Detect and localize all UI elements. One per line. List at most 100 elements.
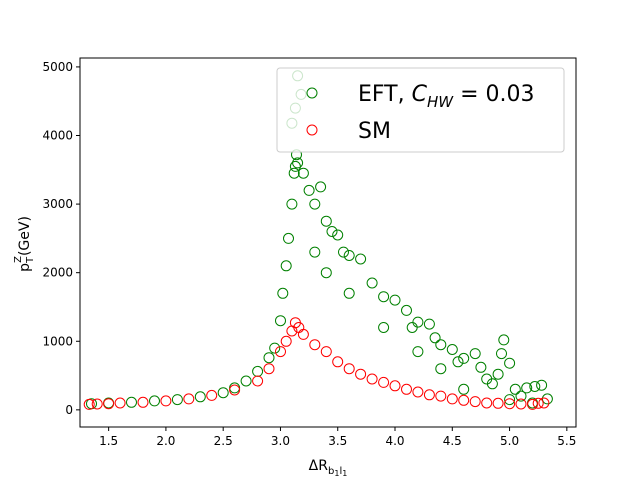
- eft-point: [343, 287, 355, 299]
- sm-point: [446, 393, 458, 405]
- sm-point: [252, 375, 264, 387]
- x-tick-label: 4.5: [443, 434, 462, 448]
- eft-point: [343, 250, 355, 261]
- sm-point: [366, 373, 378, 385]
- eft-point: [289, 160, 301, 172]
- sm-point: [206, 389, 218, 401]
- eft-point: [458, 383, 470, 395]
- eft-point: [288, 167, 300, 179]
- y-tick-label: 3000: [42, 197, 73, 211]
- eft-point: [521, 382, 533, 394]
- sm-point: [280, 335, 292, 347]
- sm-point: [492, 397, 504, 409]
- eft-point: [475, 361, 487, 373]
- y-tick-label: 2000: [42, 266, 73, 280]
- x-tick-label: 2.0: [156, 434, 175, 448]
- eft-point: [149, 395, 160, 407]
- sm-point: [435, 390, 447, 402]
- eft-point: [292, 157, 304, 169]
- eft-point: [315, 181, 327, 193]
- sm-point: [103, 398, 115, 410]
- eft-point: [240, 375, 252, 387]
- eft-point: [171, 394, 183, 406]
- legend-marker-sm: [306, 124, 318, 136]
- x-tick-label: 2.5: [214, 434, 233, 448]
- eft-point: [435, 363, 447, 375]
- eft-point: [309, 198, 321, 210]
- eft-point: [469, 348, 481, 360]
- sm-point: [458, 394, 470, 406]
- eft-point: [326, 226, 338, 237]
- eft-point: [492, 368, 504, 380]
- eft-point: [263, 352, 275, 364]
- plot-frame: [79, 57, 577, 428]
- eft-point: [486, 378, 498, 390]
- sm-point: [160, 395, 172, 407]
- sm-point: [183, 393, 195, 405]
- sm-point: [401, 383, 412, 395]
- eft-point: [283, 232, 294, 244]
- eft-point: [401, 304, 412, 316]
- sm-point: [275, 346, 286, 358]
- eft-point: [458, 352, 470, 364]
- eft-point: [452, 356, 464, 368]
- data-points-layer: [83, 70, 553, 410]
- y-tick-label: 4000: [42, 129, 73, 143]
- eft-point: [498, 334, 510, 346]
- eft-point: [194, 391, 206, 403]
- sm-point: [229, 384, 241, 396]
- legend-label-sm: SM: [358, 119, 391, 144]
- sm-point: [481, 397, 493, 409]
- eft-point: [378, 322, 390, 333]
- sm-point: [515, 398, 527, 410]
- x-tick-label: 5.0: [500, 434, 519, 448]
- eft-point: [217, 387, 229, 399]
- y-tick-label: 1000: [42, 334, 73, 348]
- sm-point: [378, 376, 390, 388]
- eft-point: [277, 287, 289, 299]
- legend: EFT, CHW = 0.03 SM: [276, 67, 565, 153]
- eft-point: [541, 393, 553, 405]
- sm-point: [355, 368, 367, 380]
- eft-point: [496, 348, 507, 360]
- sm-point: [91, 398, 103, 410]
- eft-point: [435, 339, 447, 351]
- eft-point: [509, 383, 521, 395]
- eft-point: [332, 229, 344, 241]
- eft-point: [320, 267, 332, 279]
- sm-point: [83, 398, 95, 410]
- sm-point: [332, 356, 344, 368]
- x-tick-label: 3.5: [328, 434, 347, 448]
- sm-point: [320, 346, 332, 358]
- eft-point: [429, 332, 441, 344]
- eft-point: [297, 167, 309, 179]
- eft-point: [320, 215, 332, 227]
- eft-point: [529, 381, 541, 392]
- eft-point: [412, 346, 424, 358]
- y-tick-label: 5000: [42, 60, 73, 74]
- sm-point: [343, 363, 355, 375]
- sm-point: [423, 389, 435, 401]
- sm-point: [114, 397, 126, 409]
- eft-point: [338, 246, 349, 258]
- x-axis-ticks: 1.5 2.0 2.5 3.0 3.5 4.0 4.5 5.0 5.5: [99, 427, 576, 448]
- legend-box: [276, 67, 565, 153]
- sm-point: [263, 363, 275, 375]
- x-tick-label: 4.0: [385, 434, 404, 448]
- sm-point: [297, 328, 309, 340]
- eft-point: [275, 315, 286, 327]
- legend-label-eft: EFT, CHW = 0.03: [358, 82, 535, 111]
- sm-point: [412, 386, 424, 398]
- eft-point: [423, 318, 435, 330]
- sm-point: [469, 396, 481, 408]
- x-tick-label: 1.5: [99, 434, 118, 448]
- legend-marker-eft: [306, 87, 318, 99]
- sm-point: [532, 397, 544, 409]
- eft-point: [536, 379, 548, 391]
- sm-point: [309, 339, 321, 351]
- x-tick-label: 5.5: [557, 434, 576, 448]
- eft-point: [412, 316, 424, 328]
- sm-point: [538, 397, 550, 409]
- eft-point: [446, 344, 458, 355]
